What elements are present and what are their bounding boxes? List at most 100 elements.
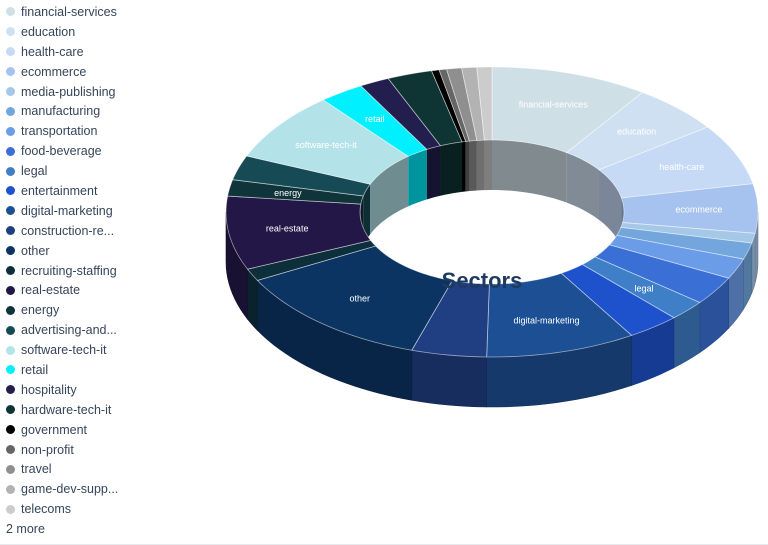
legend-item[interactable]: game-dev-supp... [6, 479, 216, 499]
legend-label: energy [21, 303, 60, 318]
legend-label: entertainment [21, 183, 98, 198]
legend-swatch [6, 7, 15, 17]
legend-item[interactable]: other [6, 241, 216, 261]
legend-label: non-profit [21, 442, 74, 457]
legend-swatch [6, 106, 15, 116]
slice-side-construction-re... [411, 349, 487, 408]
slice-label-energy: energy [274, 188, 302, 198]
slice-label-education: education [617, 127, 656, 137]
legend-item[interactable]: media-publishing [6, 82, 216, 102]
legend-label: transportation [21, 124, 98, 139]
slice-inner-hospitality [426, 145, 441, 200]
legend-item[interactable]: construction-re... [6, 221, 216, 241]
legend-swatch [6, 266, 15, 276]
slice-inner-financial-services [492, 140, 567, 203]
legend-item[interactable]: hospitality [6, 380, 216, 400]
legend-item[interactable]: real-estate [6, 280, 216, 300]
legend-item[interactable]: legal [6, 161, 216, 181]
legend-item[interactable]: manufacturing [6, 101, 216, 121]
legend-item[interactable]: entertainment [6, 181, 216, 201]
legend-swatch [6, 146, 15, 156]
legend-label: ecommerce [21, 64, 87, 79]
legend-item[interactable]: digital-marketing [6, 201, 216, 221]
slice-inner-software-tech-it [370, 156, 409, 235]
slice-inner-education [566, 152, 599, 220]
legend-swatch [6, 47, 15, 57]
legend-swatch [6, 464, 15, 474]
slice-label-legal: legal [634, 283, 653, 293]
slice-inner-telecoms [484, 140, 492, 191]
legend-swatch [6, 67, 15, 77]
legend-item[interactable]: advertising-and... [6, 320, 216, 340]
slice-label-financial-services: financial-services [519, 100, 589, 110]
legend-label: software-tech-it [21, 343, 107, 358]
legend-swatch [6, 425, 15, 435]
legend-item[interactable]: financial-services [6, 2, 216, 22]
slice-inner-retail [408, 149, 427, 207]
slice-label-real-estate: real-estate [266, 224, 309, 234]
legend-label: hardware-tech-it [21, 402, 112, 417]
legend-label: construction-re... [21, 223, 115, 238]
legend-swatch [6, 166, 15, 176]
slice-label-ecommerce: ecommerce [675, 204, 722, 214]
slice-inner-game-dev-supp... [476, 140, 485, 191]
legend-label: hospitality [21, 382, 77, 397]
legend-item[interactable]: government [6, 420, 216, 440]
legend-item[interactable]: retail [6, 360, 216, 380]
legend-swatch [6, 226, 15, 236]
legend-item[interactable]: non-profit [6, 440, 216, 460]
slice-label-health-care: health-care [659, 162, 704, 172]
legend-swatch [6, 206, 15, 216]
legend-label: travel [21, 462, 52, 477]
slice-label-retail: retail [365, 114, 385, 124]
legend-item[interactable]: education [6, 22, 216, 42]
legend-swatch [6, 385, 15, 395]
legend-swatch [6, 484, 15, 494]
legend-swatch [6, 325, 15, 335]
legend-label: legal [21, 164, 48, 179]
legend-label: telecoms [21, 502, 72, 517]
slice-telecoms[interactable] [476, 66, 493, 141]
slice-inner-travel [469, 140, 477, 192]
legend-label: education [21, 24, 76, 39]
legend-item[interactable]: transportation [6, 121, 216, 141]
legend-item[interactable]: recruiting-staffing [6, 261, 216, 281]
legend-label: game-dev-supp... [21, 482, 119, 497]
legend-swatch [6, 285, 15, 295]
legend-label: government [21, 422, 88, 437]
legend-label: retail [21, 362, 49, 377]
legend-swatch [6, 27, 15, 37]
legend-swatch [6, 445, 15, 455]
legend-item[interactable]: food-beverage [6, 141, 216, 161]
legend-label: other [21, 243, 50, 258]
legend-swatch [6, 365, 15, 375]
legend-swatch [6, 246, 15, 256]
legend-swatch [6, 345, 15, 355]
slice-label-software-tech-it: software-tech-it [295, 140, 357, 150]
legend-label: digital-marketing [21, 203, 113, 218]
legend-swatch [6, 405, 15, 415]
legend-label: health-care [21, 44, 84, 59]
legend-swatch [6, 87, 15, 96]
legend-more-link[interactable]: 2 more [6, 522, 45, 537]
legend-swatch [6, 504, 15, 514]
legend-label: real-estate [21, 283, 81, 298]
slice-inner-hardware-tech-it [440, 141, 463, 196]
legend-label: food-beverage [21, 144, 102, 159]
legend-swatch [6, 305, 15, 315]
legend-label: advertising-and... [21, 323, 117, 338]
legend-item[interactable]: telecoms [6, 499, 216, 519]
legend-item[interactable]: hardware-tech-it [6, 400, 216, 420]
legend-item[interactable]: travel [6, 459, 216, 479]
legend-item[interactable]: energy [6, 300, 216, 320]
legend-item[interactable]: ecommerce [6, 62, 216, 82]
legend-item[interactable]: health-care [6, 42, 216, 62]
slice-inner-advertising-and... [363, 184, 371, 246]
slice-label-other: other [350, 294, 371, 304]
slice-label-digital-marketing: digital-marketing [513, 316, 579, 326]
legend-swatch [6, 126, 15, 136]
legend-item[interactable]: software-tech-it [6, 340, 216, 360]
slice-tops [225, 66, 759, 358]
slice-inner-health-care [598, 169, 622, 248]
